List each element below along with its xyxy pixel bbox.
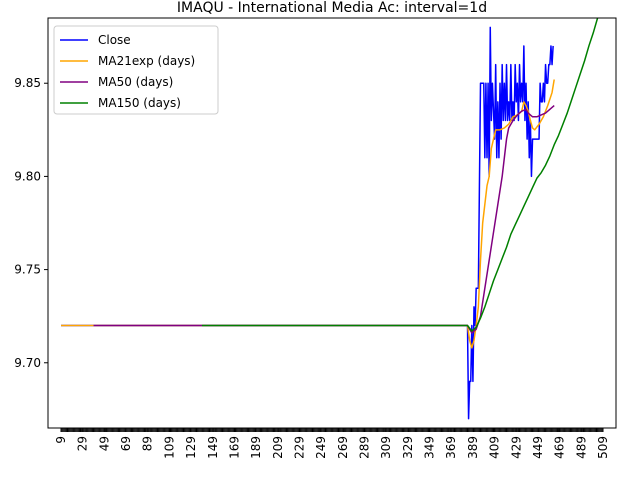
plot-area (61, 18, 599, 420)
y-tick-label: 9.85 (14, 76, 41, 90)
x-tick-label: 249 (314, 436, 328, 459)
x-tick-label: 489 (574, 436, 588, 459)
x-tick-label: 69 (119, 436, 133, 451)
x-tick-label: 409 (488, 436, 502, 459)
y-tick-label: 9.70 (14, 356, 41, 370)
x-tick-label: 449 (531, 436, 545, 459)
x-tick-label: 229 (292, 436, 306, 459)
y-tick-label: 9.80 (14, 169, 41, 183)
y-axis: 9.70 9.75 9.80 9.85 (14, 76, 48, 370)
legend-label: MA150 (days) (98, 96, 181, 110)
x-tick-label: 29 (76, 436, 90, 451)
legend-label: MA50 (days) (98, 75, 173, 89)
x-tick-label: 169 (227, 436, 241, 459)
legend: Close MA21exp (days) MA50 (days) MA150 (day… (53, 25, 219, 115)
x-tick-label: 469 (553, 436, 567, 459)
chart-title: IMAQU - International Media Ac: interval… (177, 0, 487, 16)
series-line-0 (61, 26, 554, 420)
x-tick-label: 289 (358, 436, 372, 459)
x-tick-label: 349 (423, 436, 437, 459)
legend-label: Close (98, 33, 131, 47)
x-tick-label: 389 (466, 436, 480, 459)
x-tick-label: 429 (509, 436, 523, 459)
x-axis: 9 29 49 69 89 109 129 149 169 189 209 229 249 269 289 3… (54, 428, 610, 459)
x-tick-label: 509 (596, 436, 610, 459)
x-tick-label: 269 (336, 436, 350, 459)
x-tick-label: 9 (54, 436, 68, 444)
x-tick-label: 149 (206, 436, 220, 459)
x-tick-label: 309 (379, 436, 393, 459)
x-tick-label: 369 (444, 436, 458, 459)
x-tick-label: 189 (249, 436, 263, 459)
y-tick-label: 9.75 (14, 263, 41, 277)
legend-box (53, 25, 219, 115)
x-tick-label: 109 (162, 436, 176, 459)
series-line-1 (61, 79, 555, 349)
x-tick-label: 329 (401, 436, 415, 459)
series-line-3 (201, 18, 599, 332)
x-tick-label: 49 (97, 436, 111, 451)
x-tick-label: 209 (271, 436, 285, 459)
x-tick-label: 89 (141, 436, 155, 451)
legend-label: MA21exp (days) (98, 54, 195, 68)
x-tick-label: 129 (184, 436, 198, 459)
